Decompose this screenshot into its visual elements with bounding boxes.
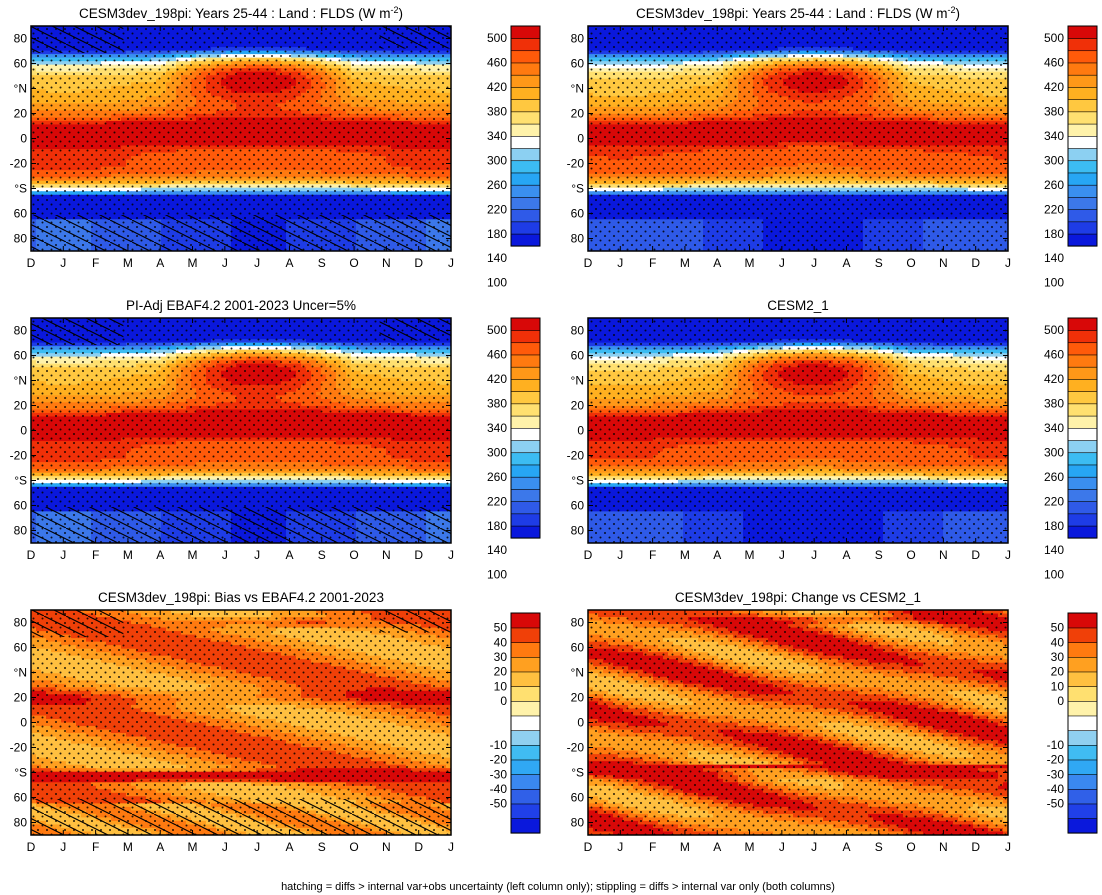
p1-panel: CESM3dev_198pi: Years 25-44 : Land : FLD… xyxy=(10,5,541,290)
p1-field xyxy=(31,26,451,251)
